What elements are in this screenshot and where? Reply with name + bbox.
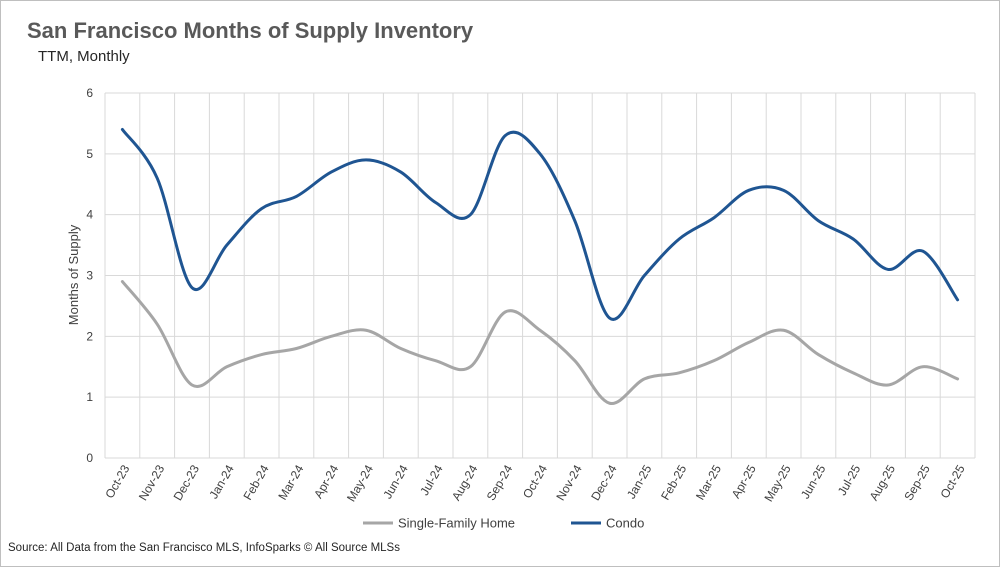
x-tick-label: Aug-25 [867, 462, 899, 503]
chart-title: San Francisco Months of Supply Inventory [27, 18, 474, 43]
x-tick-label: May-25 [762, 462, 794, 504]
y-tick-label: 5 [86, 147, 93, 161]
x-tick-label: Dec-24 [588, 462, 620, 503]
gridlines [104, 92, 976, 459]
x-tick-label: Jun-24 [380, 462, 411, 501]
x-tick-label: Mar-24 [275, 462, 306, 502]
x-tick-label: Apr-25 [729, 462, 759, 500]
x-tick-label: Feb-24 [241, 462, 272, 502]
x-tick-label: Jun-25 [798, 462, 829, 501]
y-tick-label: 6 [86, 86, 93, 100]
x-tick-label: Mar-25 [693, 462, 724, 502]
y-tick-label: 2 [86, 329, 93, 343]
legend-item-single-family-home: Single-Family Home [363, 516, 515, 531]
x-tick-label: Nov-24 [553, 462, 585, 503]
y-tick-label: 4 [86, 208, 93, 222]
y-tick-label: 0 [86, 451, 93, 465]
legend-item-condo: Condo [571, 516, 644, 531]
x-tick-label: May-24 [344, 462, 376, 504]
x-tick-label: Jul-24 [417, 462, 446, 498]
x-tick-label: Oct-24 [520, 462, 550, 500]
x-tick-label: Oct-25 [938, 462, 968, 500]
chart-subtitle: TTM, Monthly [38, 48, 130, 65]
x-tick-label: Jan-25 [624, 462, 655, 501]
x-tick-label: Aug-24 [449, 462, 481, 503]
source-note: Source: All Data from the San Francisco … [8, 542, 400, 554]
y-tick-label: 3 [86, 269, 93, 283]
x-tick-label: Sep-25 [901, 462, 933, 503]
y-axis-label: Months of Supply [66, 224, 81, 325]
x-tick-label: Apr-24 [311, 462, 341, 500]
legend-label: Condo [606, 516, 644, 531]
legend-label: Single-Family Home [398, 516, 515, 531]
x-axis-ticks: Oct-23 Nov-23 Dec-23 Jan-24 Feb-24 Mar-24 Apr-… [102, 462, 967, 504]
x-tick-label: Feb-25 [658, 462, 689, 502]
y-axis-ticks: 0 1 2 3 4 5 6 [86, 86, 93, 465]
x-tick-label: Sep-24 [484, 462, 516, 503]
series-line-condo [120, 128, 960, 321]
series-lines [120, 128, 960, 405]
x-tick-label: Oct-23 [102, 462, 132, 500]
y-tick-label: 1 [86, 390, 93, 404]
x-tick-label: Jan-24 [206, 462, 237, 501]
series-line-single-family-home [120, 280, 960, 405]
x-tick-label: Nov-23 [136, 462, 168, 503]
x-tick-label: Dec-23 [171, 462, 203, 503]
legend: Single-Family Home Condo [363, 516, 644, 531]
x-tick-label: Jul-25 [835, 462, 864, 498]
